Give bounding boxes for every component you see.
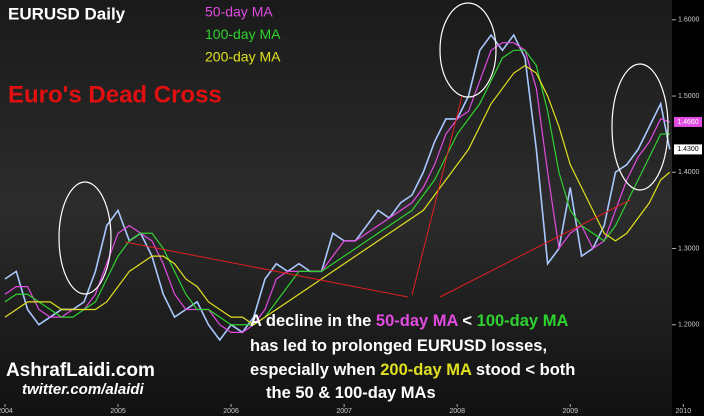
annotation-line: the 50 & 100-day MAs: [266, 384, 436, 402]
annotation-text: 50-day MA: [376, 312, 459, 330]
annotation: A decline in the 50-day MA < 100-day MA h…: [250, 312, 575, 402]
x-tick-label: 2009: [562, 408, 578, 415]
callout-line: [124, 241, 409, 298]
annotation-text: has led to prolonged EURUSD losses,: [250, 337, 547, 355]
highlight-circles: [58, 2, 669, 295]
circle: [611, 63, 669, 191]
circle: [58, 181, 112, 295]
x-tick-label: 2005: [110, 408, 126, 415]
callout-lines: [124, 95, 631, 298]
handle: twitter.com/alaidi: [22, 381, 145, 398]
last-value-box: [674, 144, 702, 155]
y-tick-label: 1.5000: [678, 93, 700, 100]
subtitle: Euro's Dead Cross: [8, 81, 222, 108]
x-tick-label: 2008: [449, 408, 465, 415]
annotation-text: the 50 & 100-day MAs: [266, 384, 436, 402]
annotation-text: 100-day MA: [477, 312, 569, 330]
legend-entry: 200-day MA: [205, 49, 281, 65]
annotation-line: A decline in the 50-day MA < 100-day MA: [250, 312, 568, 330]
watermark: AshrafLaidi.com: [6, 360, 155, 381]
annotation-text: <: [458, 312, 477, 330]
y-tick-label: 1.2000: [678, 322, 700, 329]
ma-line: [4, 49, 670, 326]
x-tick-label: 2006: [223, 408, 239, 415]
price-line: [4, 33, 671, 342]
ma-line: [4, 64, 671, 326]
annotation-line: especially when 200-day MA stood < both: [250, 361, 575, 379]
x-tick-label: 2010: [676, 408, 692, 415]
last-value-label: 1.4300: [677, 146, 699, 153]
annotation-text: stood < both: [471, 361, 575, 379]
x-tick-label: 2004: [0, 408, 13, 415]
last-value-box: [674, 116, 702, 127]
legend-entry: 50-day MA: [205, 4, 273, 20]
axis-panel: [672, 0, 704, 416]
last-value-label: 1.4660: [677, 119, 699, 126]
annotation-text: especially when: [250, 361, 380, 379]
annotation-line: has led to prolonged EURUSD losses,: [250, 337, 547, 355]
y-tick-label: 1.6000: [678, 17, 700, 24]
annotation-text: A decline in the: [250, 312, 376, 330]
callout-line: [411, 95, 463, 296]
ma-line: [4, 42, 670, 333]
x-tick-label: 2007: [336, 408, 352, 415]
annotation-text: 200-day MA: [380, 361, 472, 379]
legend-entry: 100-day MA: [205, 26, 281, 42]
chart-title: EURUSD Daily: [8, 4, 126, 23]
y-tick-label: 1.3000: [678, 245, 700, 252]
circle: [439, 2, 497, 98]
plot-area: 1.2000 1.3000 1.4000 1.5000 1.6000 2004 2005 20…: [0, 17, 702, 415]
callout-line: [439, 199, 631, 298]
y-tick-label: 1.4000: [678, 169, 700, 176]
